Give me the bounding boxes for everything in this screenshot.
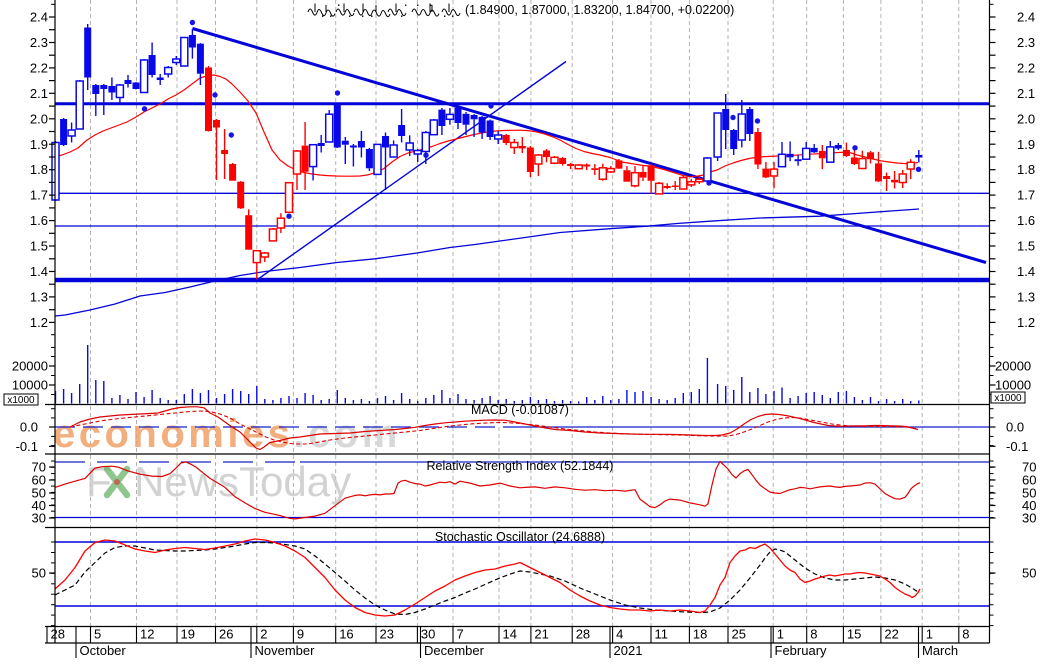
svg-text:2.4: 2.4 bbox=[30, 10, 48, 25]
svg-text:2.0: 2.0 bbox=[1017, 111, 1035, 126]
svg-text:2: 2 bbox=[260, 627, 267, 642]
svg-text:22: 22 bbox=[884, 627, 898, 642]
svg-text:1: 1 bbox=[926, 627, 933, 642]
svg-text:x1000: x1000 bbox=[994, 393, 1022, 404]
svg-text:14: 14 bbox=[503, 627, 517, 642]
svg-text:NewsToday: NewsToday bbox=[134, 458, 351, 505]
svg-text:30: 30 bbox=[421, 627, 435, 642]
svg-text:1: 1 bbox=[777, 627, 784, 642]
svg-text:10000: 10000 bbox=[995, 378, 1031, 393]
svg-text:1.8: 1.8 bbox=[30, 162, 48, 177]
svg-text:-0.1: -0.1 bbox=[16, 439, 38, 454]
svg-text:2.3: 2.3 bbox=[1017, 35, 1035, 50]
svg-text:-0.1: -0.1 bbox=[1006, 439, 1028, 454]
svg-text:7: 7 bbox=[457, 627, 464, 642]
svg-text:30: 30 bbox=[32, 511, 46, 526]
svg-text:2.2: 2.2 bbox=[1017, 60, 1035, 75]
svg-text:15: 15 bbox=[847, 627, 861, 642]
svg-text:28: 28 bbox=[576, 627, 590, 642]
svg-text:11: 11 bbox=[655, 627, 669, 642]
svg-text:1.5: 1.5 bbox=[1017, 239, 1035, 254]
svg-text:2.0: 2.0 bbox=[30, 111, 48, 126]
svg-text:1.9: 1.9 bbox=[30, 137, 48, 152]
svg-text:Stochastic Oscillator (24.6888: Stochastic Oscillator (24.6888) bbox=[435, 530, 605, 544]
svg-text:1.7: 1.7 bbox=[30, 188, 48, 203]
svg-text:19: 19 bbox=[181, 627, 195, 642]
svg-text:1.8: 1.8 bbox=[1017, 162, 1035, 177]
svg-text:1.3: 1.3 bbox=[30, 289, 48, 304]
svg-text:16: 16 bbox=[339, 627, 353, 642]
svg-text:October: October bbox=[80, 643, 127, 658]
svg-text:50: 50 bbox=[32, 486, 46, 501]
svg-text:60: 60 bbox=[1022, 473, 1036, 488]
svg-text:28: 28 bbox=[51, 627, 65, 642]
svg-text:9: 9 bbox=[297, 627, 304, 642]
svg-text:20000: 20000 bbox=[12, 359, 48, 374]
svg-text:70: 70 bbox=[32, 460, 46, 475]
svg-text:70: 70 bbox=[1022, 460, 1036, 475]
svg-text:1.6: 1.6 bbox=[30, 213, 48, 228]
svg-text:2.4: 2.4 bbox=[1017, 10, 1035, 25]
svg-text:12: 12 bbox=[140, 627, 154, 642]
svg-text:50: 50 bbox=[1022, 566, 1036, 581]
svg-text:18: 18 bbox=[693, 627, 707, 642]
svg-text:2021: 2021 bbox=[614, 643, 643, 658]
svg-text:8: 8 bbox=[810, 627, 817, 642]
svg-text:1.2: 1.2 bbox=[30, 315, 48, 330]
svg-text:20000: 20000 bbox=[995, 359, 1031, 374]
svg-text:economies.com: economies.com bbox=[53, 412, 401, 456]
svg-text:0.0: 0.0 bbox=[20, 420, 38, 435]
svg-text:1.7: 1.7 bbox=[1017, 188, 1035, 203]
svg-text:50: 50 bbox=[1022, 486, 1036, 501]
svg-text:23: 23 bbox=[380, 627, 394, 642]
svg-text:50: 50 bbox=[32, 566, 46, 581]
svg-text:1.4: 1.4 bbox=[1017, 264, 1035, 279]
svg-text:2.1: 2.1 bbox=[1017, 86, 1035, 101]
svg-text:x1000: x1000 bbox=[7, 395, 35, 406]
svg-text:1.9: 1.9 bbox=[1017, 137, 1035, 152]
svg-text:Relative Strength Index (52.18: Relative Strength Index (52.1844) bbox=[427, 459, 614, 473]
svg-text:1.2: 1.2 bbox=[1017, 315, 1035, 330]
svg-text:November: November bbox=[255, 643, 316, 658]
svg-text:26: 26 bbox=[219, 627, 233, 642]
svg-text:February: February bbox=[775, 643, 828, 658]
svg-text:10000: 10000 bbox=[12, 378, 48, 393]
svg-text:1.6: 1.6 bbox=[1017, 213, 1035, 228]
svg-text:4: 4 bbox=[616, 627, 623, 642]
svg-text:2.1: 2.1 bbox=[30, 86, 48, 101]
svg-text:60: 60 bbox=[32, 473, 46, 488]
svg-text:1.4: 1.4 bbox=[30, 264, 48, 279]
svg-text:December: December bbox=[424, 643, 485, 658]
svg-text:25: 25 bbox=[732, 627, 746, 642]
svg-text:(1.84900, 1.87000, 1.83200, 1.: (1.84900, 1.87000, 1.83200, 1.84700, +0.… bbox=[465, 3, 734, 17]
svg-text:5: 5 bbox=[94, 627, 101, 642]
svg-text:21: 21 bbox=[534, 627, 548, 642]
svg-text:2.3: 2.3 bbox=[30, 35, 48, 50]
svg-text:1.3: 1.3 bbox=[1017, 289, 1035, 304]
svg-text:1.5: 1.5 bbox=[30, 239, 48, 254]
svg-text:40: 40 bbox=[1022, 498, 1036, 513]
svg-text:March: March bbox=[922, 643, 958, 658]
svg-text:MACD (-0.01087): MACD (-0.01087) bbox=[471, 403, 569, 417]
svg-text:2.2: 2.2 bbox=[30, 60, 48, 75]
svg-text:30: 30 bbox=[1022, 511, 1036, 526]
svg-text:8: 8 bbox=[962, 627, 969, 642]
svg-text:40: 40 bbox=[32, 498, 46, 513]
svg-text:0.0: 0.0 bbox=[1006, 420, 1024, 435]
